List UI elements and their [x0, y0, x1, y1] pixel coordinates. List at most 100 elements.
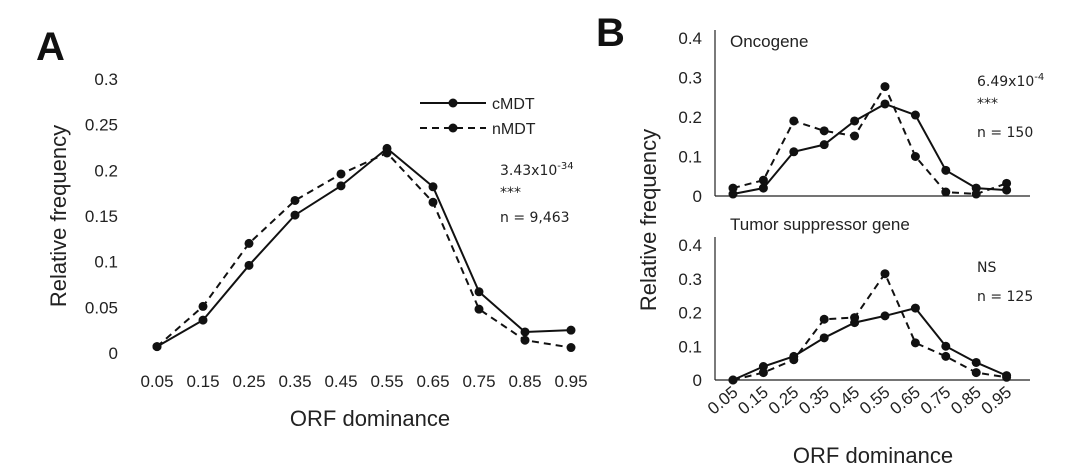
panel-b-bottom-nmdt-point	[1002, 372, 1012, 382]
panel-a-letter: A	[36, 25, 65, 69]
panel-a-y-tick: 0.2	[94, 161, 118, 180]
panel-b-top-pvalue-exp: -4	[1034, 72, 1044, 83]
panel-a-nmdt-point	[520, 335, 530, 345]
panel-b-bottom-nmdt-point	[971, 368, 981, 378]
panel-b-bottom-y-tick: 0.1	[678, 337, 702, 356]
legend-nmdt-label: nMDT	[492, 121, 536, 138]
panel-b-top-series-cmdt-line	[732, 102, 1007, 196]
panel-b-bottom-y-tick: 0.3	[678, 270, 702, 289]
panel-b-top-stars: ***	[977, 96, 998, 112]
panel-b-top-y-tick: 0.1	[678, 148, 702, 167]
panel-a-x-tick: 0.65	[416, 372, 449, 391]
panel-a-cmdt-point	[290, 210, 300, 220]
panel-a-cmdt-point	[198, 315, 208, 325]
panel-b-top-cmdt-point	[1002, 185, 1012, 195]
panel-a-cmdt-point	[244, 260, 254, 270]
panel-b-bottom-x-tick: 0.35	[795, 383, 833, 419]
panel-b-bottom-cmdt-point	[971, 357, 981, 367]
panel-b-top-y-tick: 0	[693, 187, 702, 206]
panel-b-bottom-nmdt-point	[758, 368, 768, 378]
panel-b-bottom-sig: NS	[977, 260, 996, 276]
panel-a-x-tick: 0.95	[554, 372, 587, 391]
panel-b-top-nmdt-point	[880, 82, 890, 92]
panel-b-top-nmdt-point	[728, 183, 738, 193]
panel-b-bottom-nmdt-point	[880, 269, 890, 279]
panel-a-y-tick: 0.1	[94, 253, 118, 272]
panel-a-cmdt-point	[520, 327, 530, 337]
panel-a-cmdt-point	[336, 181, 346, 191]
legend-cmdt-marker	[448, 98, 458, 108]
panel-b-top-nmdt-point	[941, 187, 951, 197]
panel-b-top-cmdt-point	[941, 165, 951, 175]
panel-b-bottom-nmdt-point	[819, 314, 829, 324]
panel-a-nmdt-point	[152, 342, 162, 352]
legend-nmdt-marker	[448, 123, 458, 133]
panel-b-top-cmdt-point	[880, 99, 890, 109]
panel-a-series-cmdt-line	[156, 147, 572, 348]
panel-b-bottom-cmdt-point	[910, 303, 920, 313]
panel-a-x-tick: 0.55	[370, 372, 403, 391]
panel-b-top-nmdt-point	[789, 116, 799, 126]
panel-b-top-pvalue-base: 6.49x10	[977, 74, 1034, 90]
panel-a-y-tick: 0.25	[85, 116, 118, 135]
panel-b-letter: B	[596, 11, 625, 55]
panel-b-bottom-nmdt-point	[910, 338, 920, 348]
panel-b-bottom-y-tick: 0.2	[678, 304, 702, 323]
panel-b-top-y-tick: 0.3	[678, 69, 702, 88]
panel-b-x-axis-title: ORF dominance	[793, 443, 953, 468]
panel-b-top-nmdt-point	[1002, 178, 1012, 188]
panel-a-nmdt-point	[428, 197, 438, 207]
panel-a-y-axis-title: Relative frequency	[46, 125, 71, 307]
legend-cmdt-label: cMDT	[492, 96, 535, 113]
panel-b-top-nmdt-point	[971, 189, 981, 199]
panel-b-bottom-cmdt-point	[941, 341, 951, 351]
panel-a-x-tick: 0.85	[508, 372, 541, 391]
panel-b-bottom-x-tick: 0.05	[704, 383, 742, 419]
panel-a-nmdt-point	[198, 301, 208, 311]
panel-b-bottom-y-tick: 0.4	[678, 236, 702, 255]
panel-b-bottom-x-tick: 0.45	[826, 383, 864, 419]
panel-b-bottom-nmdt-point	[941, 351, 951, 361]
panel-b-bottom-nmdt-point	[789, 355, 799, 365]
panel-b-top-nmdt-point	[819, 126, 829, 136]
panel-b-y-axis-title: Relative frequency	[636, 129, 661, 311]
panel-b-top-pvalue: 6.49x10-4	[977, 72, 1044, 90]
panel-b-bottom-x-tick: 0.65	[886, 383, 924, 419]
panel-a-y-tick: 0.15	[85, 207, 118, 226]
panel-b-bottom-cmdt-point	[880, 311, 890, 321]
panel-b-bottom-x-tick: 0.75	[917, 383, 955, 419]
panel-a-series-nmdt-line	[156, 151, 572, 349]
panel-b-bottom-nmdt-point	[728, 375, 738, 385]
panel-a: A Relative frequency ORF dominance 0 0.05…	[36, 25, 588, 431]
panel-a-pvalue-exp: -34	[557, 161, 573, 172]
panel-b-top-nmdt-point	[910, 152, 920, 161]
panel-b-top-title: Oncogene	[730, 32, 808, 51]
panel-a-x-tick: 0.25	[232, 372, 265, 391]
panel-b-bottom-y-tick: 0	[693, 371, 702, 390]
panel-a-x-tick: 0.45	[324, 372, 357, 391]
panel-a-legend: cMDT nMDT	[420, 96, 536, 138]
panel-b-bottom-x-tick: 0.15	[734, 383, 772, 419]
panel-a-pvalue: 3.43x10-34	[500, 161, 574, 179]
panel-a-nmdt-point	[382, 148, 392, 158]
panel-a-pvalue-base: 3.43x10	[500, 163, 557, 179]
panel-b-bottom-cmdt-point	[819, 333, 829, 343]
panel-b-bottom-x-tick: 0.55	[856, 383, 894, 419]
panel-b-top-cmdt-point	[789, 147, 799, 157]
panel-b-bottom-n: n = 125	[977, 289, 1033, 305]
panel-b-bottom-x-tick: 0.85	[947, 383, 985, 419]
panel-a-y-tick: 0.05	[85, 298, 118, 317]
panel-a-cmdt-point	[474, 287, 484, 297]
panel-a-nmdt-point	[474, 304, 484, 314]
panel-a-nmdt-point	[336, 169, 346, 179]
panel-a-nmdt-point	[290, 195, 300, 205]
panel-b-top-nmdt-point	[850, 131, 860, 141]
panel-a-stars: ***	[500, 185, 521, 201]
panel-b-top-series-nmdt-line	[732, 84, 1007, 196]
panel-b-top-cmdt-point	[850, 116, 860, 126]
panel-a-y-tick: 0	[109, 344, 118, 363]
panel-a-n: n = 9,463	[500, 210, 570, 226]
panel-a-y-tick: 0.3	[94, 70, 118, 89]
panel-b-bottom-title: Tumor suppressor gene	[730, 215, 910, 234]
